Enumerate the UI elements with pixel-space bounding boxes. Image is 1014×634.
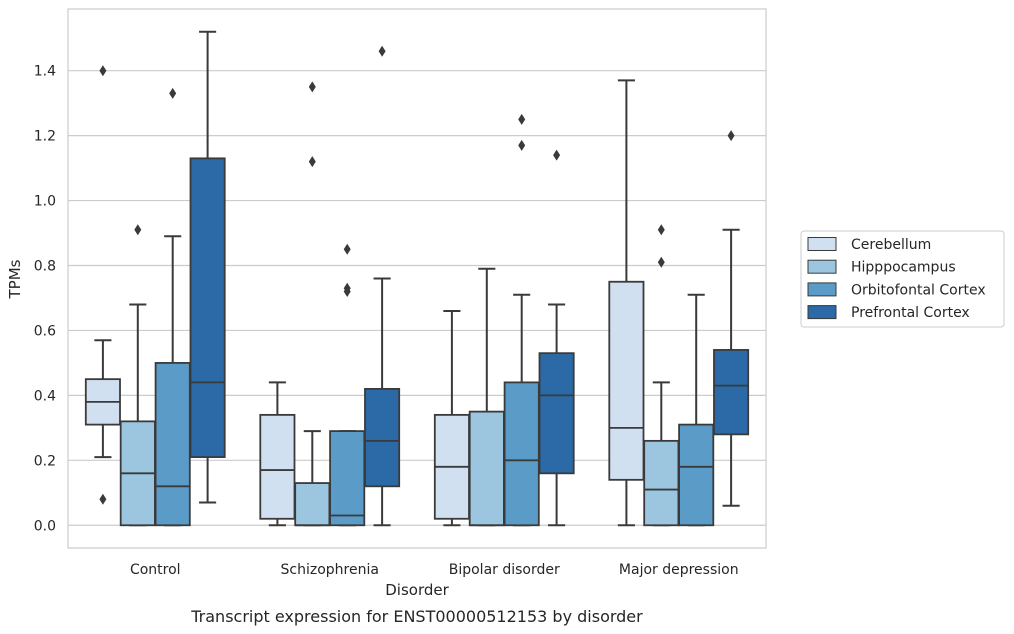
- box-iqr: [329, 430, 366, 527]
- outlier-point: [518, 139, 526, 151]
- legend: Cerebellum Hipppocampus Orbitofontal Corte…: [800, 230, 1005, 328]
- box-iqr: [538, 352, 575, 475]
- box-prefrontal-cortex: [364, 45, 401, 527]
- x-tick-label: Control: [130, 562, 181, 578]
- legend-label: Prefrontal Cortex: [851, 305, 970, 321]
- box-iqr: [294, 482, 331, 527]
- box-iqr: [189, 157, 226, 458]
- box-cerebellum: [259, 381, 296, 527]
- box-iqr: [643, 439, 680, 527]
- outlier-point: [343, 282, 351, 294]
- y-tick-label: 0.2: [34, 453, 56, 469]
- box-iqr: [259, 413, 296, 520]
- box-cerebellum: [433, 309, 470, 527]
- box-iqr: [608, 280, 645, 481]
- y-axis-ticks: 0.0 0.2 0.4 0.6 0.8 1.0 1.2 1.4: [34, 64, 56, 535]
- legend-frame: [800, 230, 1005, 328]
- box-hipppocampus: [468, 267, 505, 527]
- x-tick-label: Bipolar disorder: [449, 562, 560, 578]
- box-orbitofontal-cortex: [154, 87, 191, 527]
- outlier-point: [308, 156, 316, 168]
- y-tick-label: 1.2: [34, 129, 56, 145]
- x-tick-label: Schizophrenia: [281, 562, 379, 578]
- outlier-point: [99, 65, 107, 77]
- box-iqr: [154, 362, 191, 527]
- plot-frame: [67, 8, 767, 549]
- y-tick-label: 0.0: [34, 518, 56, 534]
- box-iqr: [364, 387, 401, 488]
- outlier-point: [657, 256, 665, 268]
- y-tick-label: 0.4: [34, 388, 56, 404]
- y-tick-label: 1.4: [34, 64, 56, 80]
- outlier-point: [518, 113, 526, 125]
- box-prefrontal-cortex: [538, 149, 575, 527]
- legend-swatch: [807, 305, 837, 320]
- box-orbitofontal-cortex: [503, 113, 540, 527]
- outlier-point: [308, 81, 316, 93]
- box-iqr: [468, 410, 505, 527]
- outlier-point: [378, 45, 386, 57]
- box-hipppocampus: [294, 81, 331, 527]
- box-hipppocampus: [643, 224, 680, 527]
- outlier-point: [343, 243, 351, 255]
- box-cerebellum: [84, 65, 121, 505]
- x-tick-label: Major depression: [619, 562, 739, 578]
- legend-swatch: [807, 237, 837, 251]
- box-cerebellum: [608, 79, 645, 527]
- outlier-point: [134, 224, 142, 236]
- y-axis-label: TPMs: [6, 259, 24, 299]
- x-axis-ticks: Control Schizophrenia Bipolar disorder Majo…: [130, 562, 739, 578]
- outlier-point: [169, 87, 177, 99]
- outlier-point: [553, 149, 561, 161]
- box-iqr: [503, 381, 540, 527]
- box-iqr: [713, 349, 750, 436]
- chart-caption: Transcript expression for ENST0000051215…: [190, 607, 643, 626]
- box-hipppocampus: [119, 224, 156, 527]
- legend-label: Orbitofontal Cortex: [851, 282, 986, 298]
- box-orbitofontal-cortex: [329, 243, 366, 527]
- y-tick-label: 1.0: [34, 194, 56, 210]
- x-axis-label: Disorder: [385, 581, 449, 599]
- outlier-point: [727, 130, 735, 142]
- legend-swatch: [807, 259, 837, 274]
- outlier-point: [99, 493, 107, 505]
- boxes-layer: [84, 30, 750, 527]
- box-prefrontal-cortex: [189, 30, 226, 504]
- legend-label: Cerebellum: [851, 237, 931, 253]
- outlier-point: [657, 224, 665, 236]
- legend-swatch: [807, 282, 837, 297]
- box-prefrontal-cortex: [713, 130, 750, 507]
- box-iqr: [678, 423, 715, 527]
- y-tick-label: 0.6: [34, 323, 56, 339]
- legend-label: Hipppocampus: [851, 260, 956, 276]
- y-tick-label: 0.8: [34, 259, 56, 275]
- box-orbitofontal-cortex: [678, 293, 715, 527]
